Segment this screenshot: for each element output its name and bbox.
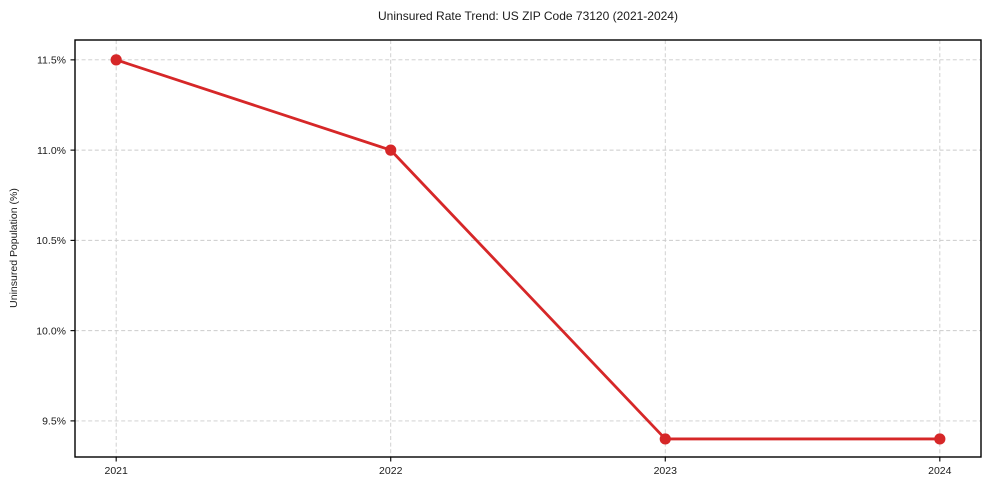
axis-ticks (70, 59, 941, 462)
y-tick-label: 11.0% (37, 145, 66, 157)
y-tick-label: 10.5% (36, 235, 66, 247)
y-tick-label: 11.5% (37, 55, 66, 67)
data-point (934, 433, 946, 445)
x-tick-label: 2024 (928, 465, 952, 477)
y-tick-label: 10.0% (36, 325, 66, 337)
plot-border (74, 39, 982, 458)
trend-line (114, 58, 942, 441)
axis-tick-labels: 2021 2022 2023 2024 9.5% 10.0% 10.5% 11.0% 11.5% (36, 55, 951, 477)
chart-title: Uninsured Rate Trend: US ZIP Code 73120 … (378, 9, 678, 23)
data-point (385, 144, 397, 156)
data-points (110, 54, 946, 445)
x-tick-label: 2022 (379, 465, 403, 477)
y-axis-label: Uninsured Population (%) (8, 188, 20, 308)
gridlines (75, 40, 981, 457)
data-point (659, 433, 671, 445)
x-tick-label: 2021 (105, 465, 129, 477)
y-tick-label: 9.5% (42, 416, 66, 428)
x-tick-label: 2023 (654, 465, 678, 477)
data-point (110, 54, 122, 66)
